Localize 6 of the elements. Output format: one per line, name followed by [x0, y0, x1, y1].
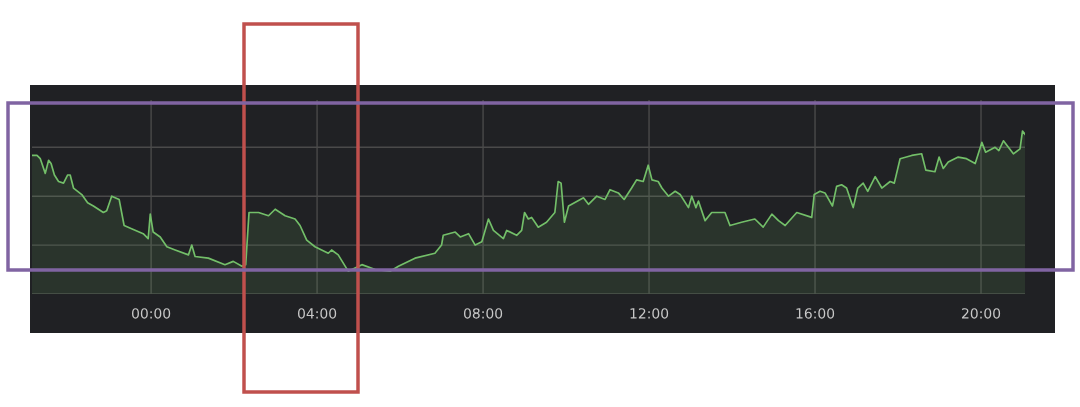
x-tick-label: 20:00: [962, 308, 1001, 319]
x-tick-label: 08:00: [463, 308, 503, 319]
x-tick-label: 12:00: [630, 308, 669, 319]
x-tick-label: 00:00: [132, 308, 171, 319]
x-tick-label: 16:00: [796, 308, 835, 319]
x-tick-label: 04:00: [297, 308, 337, 319]
